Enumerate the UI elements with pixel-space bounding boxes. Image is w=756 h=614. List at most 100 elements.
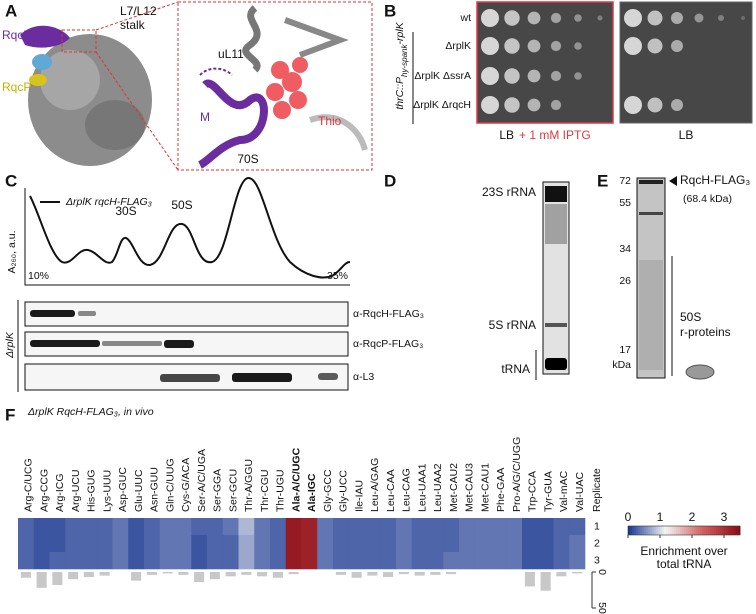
heatmap-cell bbox=[191, 535, 208, 553]
heatmap-cell bbox=[254, 518, 271, 536]
band bbox=[102, 341, 162, 346]
column-label: Thr-CGU bbox=[259, 469, 271, 512]
blot-label: α-RqcH-FLAG₃ bbox=[353, 308, 424, 320]
colorbar-step bbox=[628, 526, 631, 535]
column-label: Ala-A/C/UGC bbox=[290, 447, 302, 512]
unit-label: kDa bbox=[612, 359, 631, 371]
peak-label: 30S bbox=[115, 204, 136, 218]
colony bbox=[647, 38, 663, 54]
column-label: His-GUG bbox=[86, 469, 98, 512]
column-label: Arg-C/UCG bbox=[23, 458, 35, 512]
heatmap-cell bbox=[222, 552, 239, 570]
heatmap-cell bbox=[569, 518, 586, 536]
heatmap-cell bbox=[443, 535, 460, 553]
heatmap-cell bbox=[427, 535, 444, 553]
colony bbox=[481, 9, 499, 27]
bar bbox=[446, 572, 457, 575]
colorbar-step bbox=[680, 526, 683, 535]
column-label: Met-CAU1 bbox=[479, 463, 491, 512]
heatmap-cell bbox=[270, 552, 287, 570]
colorbar-step bbox=[644, 526, 647, 535]
heatmap-cell bbox=[411, 535, 428, 553]
atom bbox=[273, 101, 291, 119]
colorbar-step bbox=[672, 526, 675, 535]
heatmap-cell bbox=[537, 518, 554, 536]
heatmap-cell bbox=[238, 518, 255, 536]
heatmap-cell bbox=[65, 518, 82, 536]
bar bbox=[524, 572, 535, 587]
peak-label: 70S bbox=[237, 152, 258, 166]
heatmap-cell bbox=[553, 535, 570, 553]
colony bbox=[574, 72, 582, 80]
heatmap-cell bbox=[96, 535, 113, 553]
heatmap-cell bbox=[128, 535, 145, 553]
band bbox=[545, 358, 567, 370]
colony bbox=[718, 15, 724, 21]
smear bbox=[545, 204, 567, 244]
heatmap-cell bbox=[191, 518, 208, 536]
heatmap-cell bbox=[506, 518, 523, 536]
marker-label: 55 bbox=[619, 197, 631, 209]
heatmap-cell bbox=[49, 552, 66, 570]
column-label: Ala-IGC bbox=[306, 473, 318, 512]
heatmap-cell bbox=[333, 518, 350, 536]
bar-tick-label: 50 bbox=[596, 602, 608, 614]
heatmap-cell bbox=[396, 535, 413, 553]
colony bbox=[741, 16, 745, 20]
colony bbox=[597, 15, 603, 21]
column-label: Tyr-GUA bbox=[542, 471, 554, 512]
heatmap-cell bbox=[380, 518, 397, 536]
m-label: M bbox=[200, 110, 210, 124]
colorbar-step bbox=[668, 526, 671, 535]
colony bbox=[647, 97, 663, 113]
rqch-ribbon bbox=[197, 79, 268, 169]
column-label: Met-CAU2 bbox=[448, 463, 460, 512]
colony bbox=[550, 12, 562, 24]
strain-row-label: ΔrplK ΔrqcH bbox=[413, 99, 471, 111]
stalk-label: stalk bbox=[120, 18, 146, 32]
panel-a: A L7/L12 stalk RqcH RqcP uL11 M Thio bbox=[2, 1, 373, 171]
heatmap-cell bbox=[490, 518, 507, 536]
ribosome-shade bbox=[40, 50, 100, 110]
heatmap-cell bbox=[506, 552, 523, 570]
colorbar-step bbox=[704, 526, 707, 535]
heatmap-cell bbox=[33, 535, 50, 553]
heatmap-cell bbox=[522, 535, 539, 553]
row-label: 1 bbox=[594, 520, 600, 532]
heatmap-cell bbox=[348, 518, 365, 536]
band-label: 5S rRNA bbox=[489, 318, 536, 332]
bar bbox=[288, 572, 299, 575]
heatmap-cell bbox=[443, 518, 460, 536]
arrowhead bbox=[669, 176, 677, 186]
colorbar-step bbox=[712, 526, 715, 535]
heatmap-cell bbox=[443, 552, 460, 570]
heatmap-cell bbox=[569, 535, 586, 553]
colony bbox=[647, 10, 663, 26]
heatmap-cell bbox=[144, 535, 161, 553]
colorbar-step bbox=[684, 526, 687, 535]
heatmap-cell bbox=[285, 518, 302, 536]
colony bbox=[574, 42, 582, 50]
heatmap-cell bbox=[112, 518, 129, 536]
replicate-label: Replicate bbox=[591, 468, 603, 512]
heatmap-cell bbox=[396, 518, 413, 536]
colorbar-step bbox=[732, 526, 735, 535]
colorbar-tick-label: 1 bbox=[657, 510, 664, 524]
colony bbox=[671, 40, 683, 52]
blot-label: α-L3 bbox=[353, 371, 374, 383]
colorbar-step bbox=[688, 526, 691, 535]
heatmap-cell bbox=[553, 518, 570, 536]
column-label: Gly-GCC bbox=[322, 469, 334, 512]
column-label: Leu-UAA1 bbox=[416, 463, 428, 512]
heatmap-cell bbox=[285, 552, 302, 570]
heatmap-cell bbox=[159, 552, 176, 570]
colorbar-step bbox=[660, 526, 663, 535]
heatmap-cell bbox=[175, 518, 192, 536]
bar bbox=[178, 572, 189, 575]
heatmap-cell bbox=[348, 535, 365, 553]
bar bbox=[131, 572, 142, 581]
bar bbox=[351, 572, 362, 578]
colorbar-step bbox=[656, 526, 659, 535]
heatmap-cell bbox=[175, 535, 192, 553]
